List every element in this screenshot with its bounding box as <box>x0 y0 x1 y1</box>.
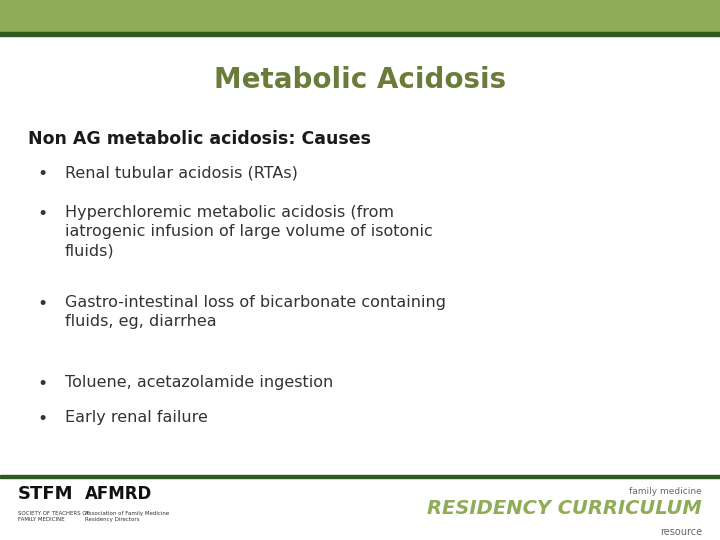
Text: AFMRD: AFMRD <box>85 485 152 503</box>
Text: Early renal failure: Early renal failure <box>65 410 208 425</box>
Text: Metabolic Acidosis: Metabolic Acidosis <box>214 66 506 94</box>
Bar <box>0 475 720 478</box>
Text: •: • <box>37 295 47 313</box>
Text: Gastro-intestinal loss of bicarbonate containing
fluids, eg, diarrhea: Gastro-intestinal loss of bicarbonate co… <box>65 295 446 329</box>
Text: Association of Family Medicine
Residency Directors: Association of Family Medicine Residency… <box>85 511 169 522</box>
Text: RESIDENCY CURRICULUM: RESIDENCY CURRICULUM <box>427 499 702 518</box>
Text: •: • <box>37 165 47 183</box>
Text: Hyperchloremic metabolic acidosis (from
iatrogenic infusion of large volume of i: Hyperchloremic metabolic acidosis (from … <box>65 205 433 259</box>
Text: Renal tubular acidosis (RTAs): Renal tubular acidosis (RTAs) <box>65 165 298 180</box>
Text: STFM: STFM <box>18 485 73 503</box>
Text: SOCIETY OF TEACHERS OF
FAMILY MEDICINE: SOCIETY OF TEACHERS OF FAMILY MEDICINE <box>18 511 90 522</box>
Text: •: • <box>37 410 47 428</box>
Text: family medicine: family medicine <box>629 487 702 496</box>
Text: •: • <box>37 375 47 393</box>
Bar <box>0 0 720 32</box>
Text: resource: resource <box>660 527 702 537</box>
Text: Non AG metabolic acidosis: Causes: Non AG metabolic acidosis: Causes <box>28 130 371 148</box>
Text: Toluene, acetazolamide ingestion: Toluene, acetazolamide ingestion <box>65 375 333 390</box>
Bar <box>0 32 720 36</box>
Text: •: • <box>37 205 47 223</box>
